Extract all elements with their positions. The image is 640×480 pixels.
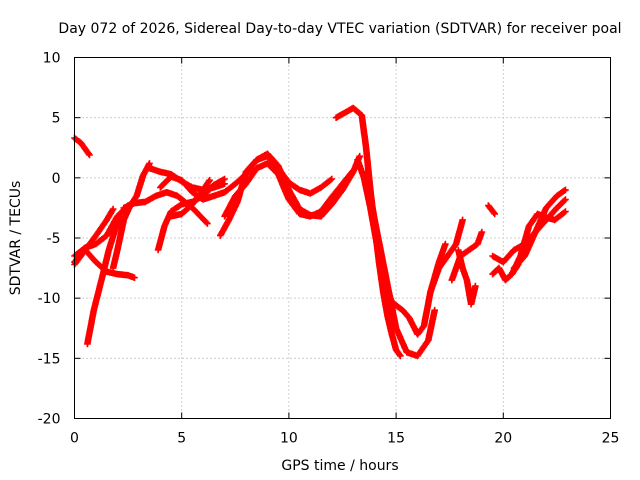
- series-arc-13: [221, 160, 357, 220]
- series-arc-16: [362, 168, 438, 360]
- data-point-markers: [362, 168, 438, 360]
- x-tick-label: 5: [177, 431, 186, 447]
- series-arc-4: [84, 213, 128, 348]
- data-point-markers: [84, 213, 128, 348]
- y-tick-label: -5: [47, 231, 61, 247]
- data-point-markers: [427, 216, 466, 296]
- y-tick-labels: 10 5 0 -5 -10 -15 -20: [38, 51, 61, 428]
- axis-ticks: [74, 57, 611, 419]
- y-tick-label: 0: [52, 171, 61, 187]
- series-arc-17: [427, 216, 466, 296]
- x-axis-label: GPS time / hours: [281, 458, 398, 474]
- data-point-markers: [221, 160, 357, 220]
- series-arc-19: [455, 246, 479, 308]
- x-tick-labels: 0 5 10 15 20 25: [70, 431, 619, 447]
- y-tick-label: 10: [43, 51, 61, 67]
- x-tick-label: 25: [602, 431, 620, 447]
- y-tick-label: 5: [52, 111, 61, 127]
- data-point-markers: [508, 208, 569, 278]
- x-tick-label: 15: [387, 431, 405, 447]
- data-point-markers: [485, 202, 498, 218]
- y-tick-label: -10: [38, 291, 61, 307]
- x-tick-label: 10: [280, 431, 298, 447]
- y-tick-label: -20: [38, 412, 61, 428]
- series-arc-20: [485, 202, 498, 218]
- data-point-markers: [455, 246, 479, 308]
- x-tick-label: 0: [70, 431, 79, 447]
- x-tick-label: 20: [494, 431, 512, 447]
- data-points: [71, 104, 569, 360]
- y-tick-label: -15: [38, 351, 61, 367]
- y-axis-label: SDTVAR / TECUs: [8, 181, 24, 296]
- chart-title: Day 072 of 2026, Sidereal Day-to-day VTE…: [58, 21, 621, 37]
- grid-lines: [74, 57, 611, 419]
- series-arc-24: [508, 208, 569, 278]
